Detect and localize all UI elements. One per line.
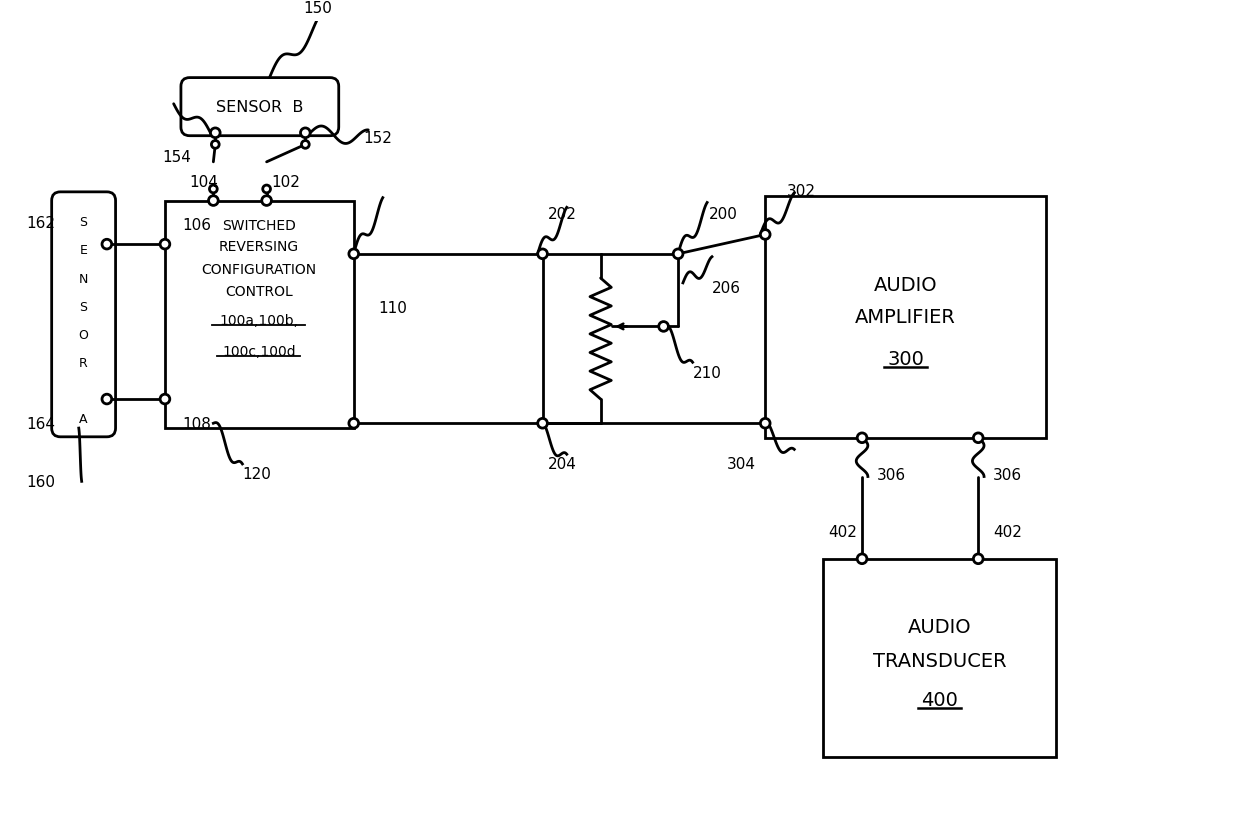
Text: 202: 202 [547,206,577,222]
Circle shape [263,186,270,194]
Text: 304: 304 [727,456,755,472]
Circle shape [160,395,170,405]
Text: O: O [78,329,88,341]
Circle shape [857,433,867,443]
Circle shape [348,419,358,429]
Circle shape [760,231,770,240]
Circle shape [538,250,547,259]
Circle shape [208,196,218,206]
Text: SENSOR  B: SENSOR B [216,100,304,115]
Text: R: R [79,356,88,370]
Text: 120: 120 [242,466,272,482]
Text: REVERSING: REVERSING [218,240,299,254]
Text: AMPLIFIER: AMPLIFIER [856,308,956,327]
Text: 102: 102 [272,175,300,190]
Text: 206: 206 [712,281,742,296]
Circle shape [673,250,683,259]
Bar [165,201,353,429]
Text: 100a,100b,: 100a,100b, [219,314,299,327]
Circle shape [211,141,219,149]
Circle shape [973,554,983,564]
Text: S: S [79,217,88,229]
Text: 306: 306 [877,467,905,482]
Text: 164: 164 [26,416,56,431]
Text: 306: 306 [993,467,1022,482]
Text: AUDIO: AUDIO [908,617,971,636]
Circle shape [102,395,112,405]
Circle shape [210,186,217,194]
Text: 152: 152 [363,131,392,146]
Text: AUDIO: AUDIO [874,276,937,295]
Circle shape [300,129,310,139]
Text: 106: 106 [182,218,211,233]
Text: 302: 302 [786,184,816,199]
Text: 108: 108 [182,416,211,431]
Circle shape [211,129,221,139]
Bar [765,196,1047,438]
FancyBboxPatch shape [52,192,115,437]
Circle shape [301,141,309,149]
Circle shape [857,554,867,564]
Circle shape [658,322,668,332]
Text: CONTROL: CONTROL [224,284,293,298]
Text: S: S [79,300,88,314]
Circle shape [538,419,547,429]
Text: 402: 402 [828,524,857,539]
Circle shape [348,250,358,259]
Text: 104: 104 [190,175,218,190]
Circle shape [973,433,983,443]
Text: 154: 154 [162,150,191,166]
Text: 110: 110 [378,300,407,315]
Text: 100c,100d: 100c,100d [222,344,295,358]
Text: N: N [79,273,88,285]
Circle shape [760,419,770,429]
Text: 204: 204 [547,456,577,472]
Text: A: A [79,412,88,426]
Circle shape [160,240,170,250]
Text: 400: 400 [921,690,959,709]
Text: 210: 210 [693,366,722,381]
Circle shape [262,196,272,206]
Text: 160: 160 [26,474,56,489]
FancyBboxPatch shape [181,79,339,136]
Text: SWITCHED: SWITCHED [222,218,296,232]
Text: TRANSDUCER: TRANSDUCER [873,651,1007,670]
Text: 300: 300 [887,349,924,369]
Text: 402: 402 [993,524,1022,539]
Text: CONFIGURATION: CONFIGURATION [201,263,316,277]
Bar [823,559,1055,757]
Text: 200: 200 [709,206,738,222]
Circle shape [102,240,112,250]
Text: E: E [79,244,88,257]
Text: 150: 150 [304,2,332,17]
Text: 162: 162 [26,216,56,231]
